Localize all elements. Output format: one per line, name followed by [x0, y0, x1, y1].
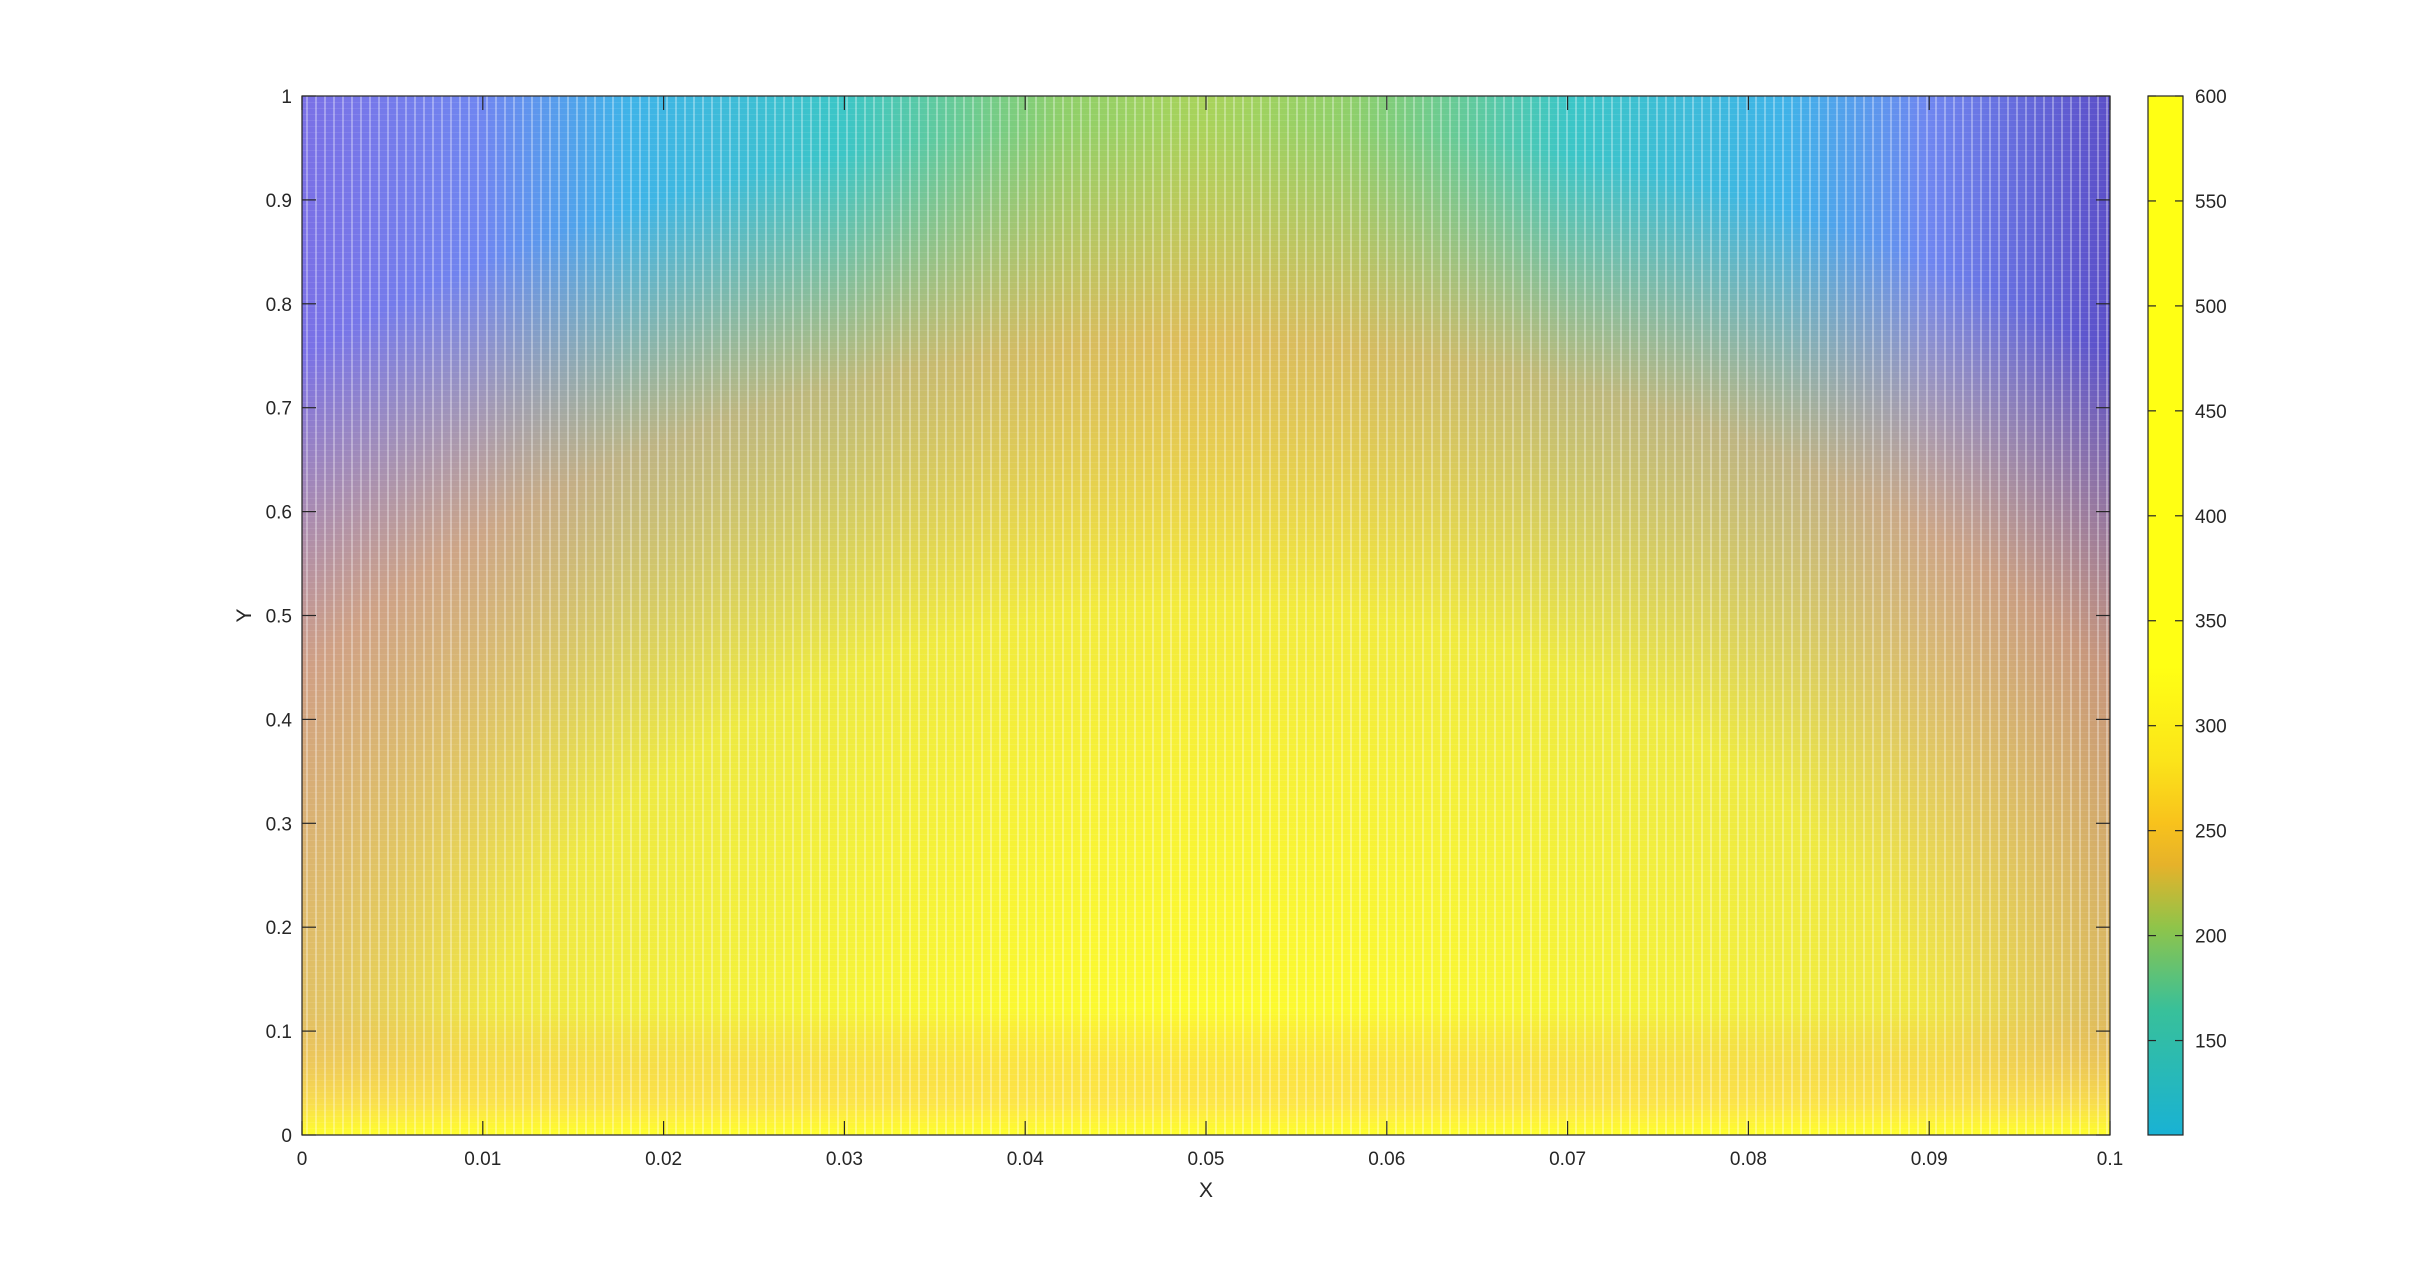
colorbar: 150 200 250 300 350 400 450 500 550 600 [2147, 87, 2227, 1136]
mesh-lines [302, 96, 2110, 1135]
y-tick-label: 0.5 [266, 607, 292, 628]
x-tick-label: 0.07 [1549, 1149, 1586, 1170]
colorbar-tick-label: 300 [2195, 717, 2227, 738]
x-tick-label: 0.1 [2097, 1149, 2123, 1170]
y-tick-label: 0 [281, 1126, 292, 1147]
colorbar-tick-label: 500 [2195, 297, 2227, 318]
y-tick-label: 0.6 [266, 503, 292, 524]
x-tick-label: 0.02 [645, 1149, 682, 1170]
colorbar-tick-label: 200 [2195, 927, 2227, 948]
y-tick-label: 1 [281, 87, 292, 108]
colorbar-tick-label: 600 [2195, 87, 2227, 108]
x-tick-label: 0.09 [1911, 1149, 1948, 1170]
colorbar-tick-label: 150 [2195, 1032, 2227, 1053]
x-tick-label: 0.01 [464, 1149, 501, 1170]
y-axis-label: Y [233, 608, 256, 622]
y-tick-label: 0.3 [266, 814, 292, 835]
plot-area: 0 0.01 0.02 0.03 0.04 0.05 0.06 0.07 0.08 0.09 0.1… [266, 87, 2124, 1170]
colorbar-tick-label: 550 [2195, 192, 2227, 213]
x-axis-label: X [1199, 1179, 1213, 1202]
x-tick-label: 0.05 [1188, 1149, 1225, 1170]
y-tick-label: 0.7 [266, 399, 292, 420]
x-tick-label: 0.08 [1730, 1149, 1767, 1170]
x-tick-label: 0.03 [826, 1149, 863, 1170]
y-tick-label: 0.8 [266, 295, 292, 316]
colorbar-tick-label: 450 [2195, 402, 2227, 423]
y-tick-label: 0.9 [266, 191, 292, 212]
y-tick-label: 0.1 [266, 1022, 292, 1043]
x-tick-label: 0 [297, 1149, 308, 1170]
x-tick-label: 0.06 [1368, 1149, 1405, 1170]
colorbar-tick-label: 350 [2195, 612, 2227, 633]
colorbar-tick-label: 250 [2195, 822, 2227, 843]
y-tick-label: 0.2 [266, 918, 292, 939]
y-tick-label: 0.4 [266, 710, 293, 731]
colorbar-gradient [2147, 95, 2184, 1136]
colorbar-tick-label: 400 [2195, 507, 2227, 528]
x-tick-label: 0.04 [1007, 1149, 1044, 1170]
